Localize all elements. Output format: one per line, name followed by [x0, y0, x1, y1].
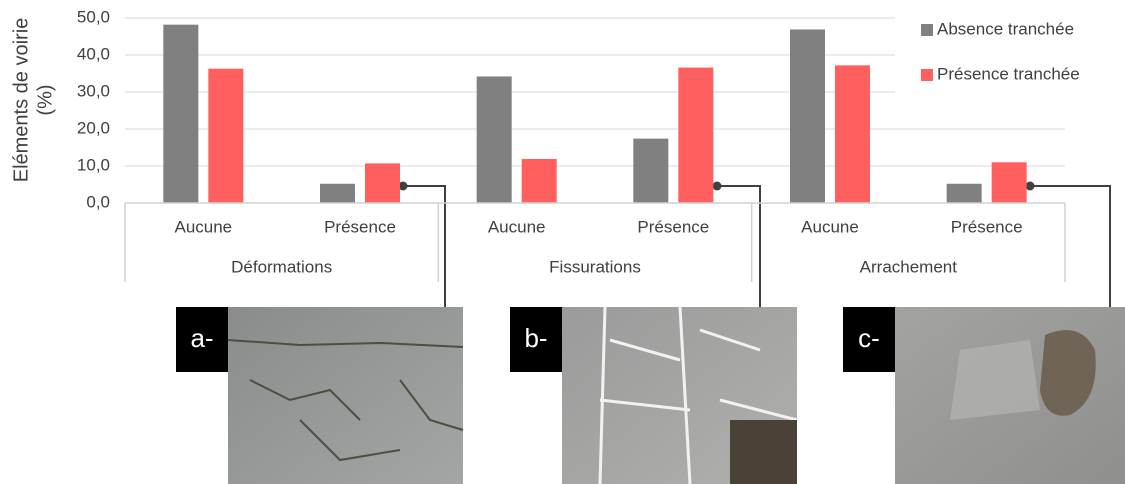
x-tick-label: Présence [637, 217, 709, 236]
label-box [176, 307, 228, 372]
connector-dots [398, 181, 1035, 191]
connector-dot [398, 181, 408, 191]
connector [403, 185, 446, 307]
cracks [227, 339, 464, 462]
x-group-label: Déformations [231, 257, 332, 276]
bar [790, 29, 825, 203]
legend-label: Absence tranchée [937, 19, 1074, 38]
photos: a- b- c- [176, 306, 1125, 484]
bar [678, 67, 714, 203]
label-box [843, 307, 895, 372]
bar [521, 158, 557, 203]
y-tick-label: 10,0 [77, 155, 110, 174]
y-tick-label: 20,0 [77, 118, 110, 137]
bar [633, 138, 669, 203]
legend-swatch [921, 24, 933, 36]
patch [950, 340, 1040, 420]
x-tick-label: Aucune [488, 217, 546, 236]
x-tick-label: Présence [324, 217, 396, 236]
bar [476, 76, 512, 203]
label-box [510, 307, 562, 372]
x-tick-label: Aucune [174, 217, 232, 236]
y-tick-label: 40,0 [77, 44, 110, 63]
hole [730, 420, 797, 484]
x-tick-label: Aucune [801, 217, 859, 236]
bar [991, 162, 1027, 203]
photo-label: c- [858, 323, 880, 353]
y-tick-label: 50,0 [77, 7, 110, 26]
legend-box [895, 5, 1123, 102]
photo-a [228, 307, 463, 484]
bar [365, 163, 400, 203]
bar [320, 183, 355, 203]
y-axis-title: (%) [34, 84, 56, 115]
connector-dot [1025, 181, 1035, 191]
bar [163, 24, 199, 203]
connectors [403, 185, 1111, 307]
bar [835, 65, 870, 203]
y-tick-label: 30,0 [77, 81, 110, 100]
x-group-label: Fissurations [549, 257, 641, 276]
y-tick-label: 0,0 [86, 192, 110, 211]
markings [598, 306, 798, 484]
y-axis-title: Eléments de voirie [10, 18, 32, 183]
pothole [1040, 330, 1096, 416]
legend-swatch [921, 69, 933, 81]
photo-label: a- [190, 323, 213, 353]
x-tick-label: Présence [951, 217, 1023, 236]
photo-label: b- [524, 323, 547, 353]
connector [1030, 185, 1111, 307]
connector [717, 185, 761, 307]
connector-dot [712, 181, 722, 191]
legend-label: Présence tranchée [937, 64, 1080, 83]
x-group-label: Arrachement [860, 257, 958, 276]
bar [946, 183, 982, 203]
bar [208, 68, 244, 203]
